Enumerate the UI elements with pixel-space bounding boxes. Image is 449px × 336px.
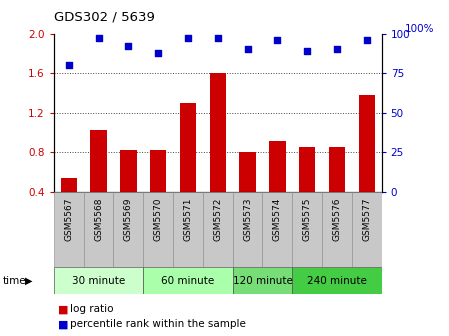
Text: percentile rank within the sample: percentile rank within the sample (70, 319, 246, 329)
Text: GSM5567: GSM5567 (64, 198, 73, 241)
Bar (359, 95, 375, 192)
Text: GSM5572: GSM5572 (213, 198, 222, 241)
Bar (299, 147, 315, 192)
Text: 30 minute: 30 minute (72, 276, 125, 286)
Bar (322, 192, 352, 267)
Bar (143, 192, 173, 267)
Text: ■: ■ (58, 319, 69, 329)
Text: GDS302 / 5639: GDS302 / 5639 (54, 10, 155, 24)
Text: GSM5576: GSM5576 (332, 198, 341, 241)
Bar (90, 130, 107, 192)
Bar (180, 103, 196, 192)
Bar (233, 267, 292, 294)
Text: 240 minute: 240 minute (307, 276, 367, 286)
Text: GSM5571: GSM5571 (184, 198, 193, 241)
Bar (210, 73, 226, 192)
Bar (84, 192, 114, 267)
Point (363, 37, 370, 43)
Text: log ratio: log ratio (70, 304, 113, 314)
Bar (352, 192, 382, 267)
Point (274, 37, 281, 43)
Point (125, 44, 132, 49)
Text: 120 minute: 120 minute (233, 276, 292, 286)
Text: GSM5573: GSM5573 (243, 198, 252, 241)
Text: GSM5569: GSM5569 (124, 198, 133, 241)
Text: GSM5577: GSM5577 (362, 198, 371, 241)
Bar (269, 141, 286, 192)
Bar (54, 192, 84, 267)
Bar (239, 152, 256, 192)
Bar (61, 178, 77, 192)
Bar (263, 192, 292, 267)
Text: time: time (2, 276, 26, 286)
Text: 60 minute: 60 minute (161, 276, 215, 286)
Text: ■: ■ (58, 304, 69, 314)
Point (65, 62, 72, 68)
Bar (143, 267, 233, 294)
Text: GSM5574: GSM5574 (273, 198, 282, 241)
Point (214, 36, 221, 41)
Point (95, 36, 102, 41)
Text: 100%: 100% (405, 24, 434, 34)
Point (154, 50, 162, 55)
Text: GSM5570: GSM5570 (154, 198, 163, 241)
Bar (150, 150, 167, 192)
Point (333, 47, 340, 52)
Bar (120, 150, 136, 192)
Text: GSM5568: GSM5568 (94, 198, 103, 241)
Point (244, 47, 251, 52)
Bar (173, 192, 203, 267)
Bar (54, 267, 143, 294)
Bar (292, 192, 322, 267)
Point (304, 48, 311, 54)
Bar (233, 192, 263, 267)
Bar (114, 192, 143, 267)
Text: GSM5575: GSM5575 (303, 198, 312, 241)
Bar (292, 267, 382, 294)
Bar (203, 192, 233, 267)
Bar (329, 147, 345, 192)
Text: ▶: ▶ (25, 276, 32, 286)
Point (185, 36, 192, 41)
